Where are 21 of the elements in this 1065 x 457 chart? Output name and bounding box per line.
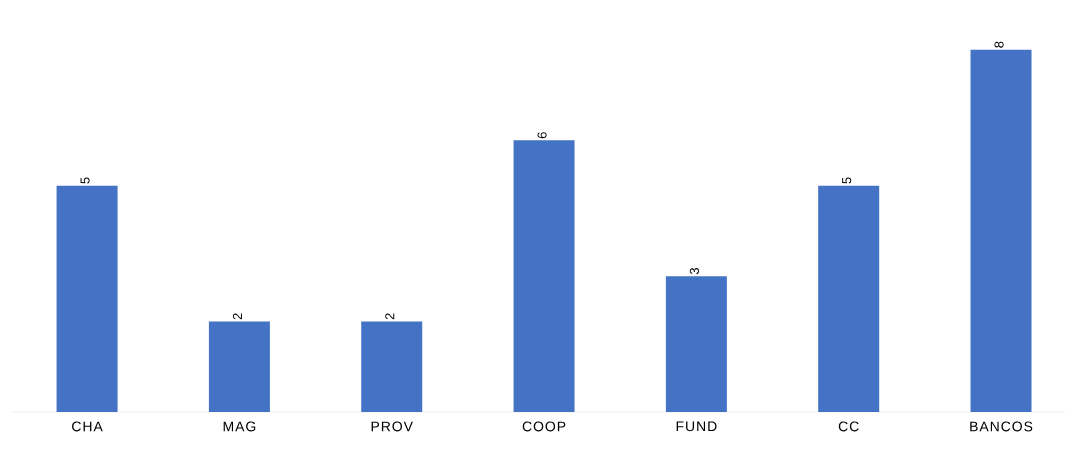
bar [56,185,118,412]
x-tick-label: BANCOS [970,421,1033,432]
data-label: 8 [994,41,1004,48]
data-label: 2 [232,313,242,320]
bar [361,321,423,412]
x-tick-label: CHA [72,421,103,432]
bar [818,185,880,412]
x-tick-label: MAG [223,421,256,432]
x-tick-label: FUND [676,421,717,432]
x-tick-label: COOP [522,421,566,432]
x-tick-label: PROV [371,421,413,432]
data-label: 2 [385,313,395,320]
bar [970,49,1032,412]
bar [208,321,270,412]
data-label: 5 [842,177,852,184]
data-label: 5 [80,177,90,184]
bar [513,140,575,412]
x-tick-label: CC [838,421,859,432]
data-label: 3 [689,268,699,275]
bar [665,276,727,412]
data-label: 6 [537,132,547,139]
